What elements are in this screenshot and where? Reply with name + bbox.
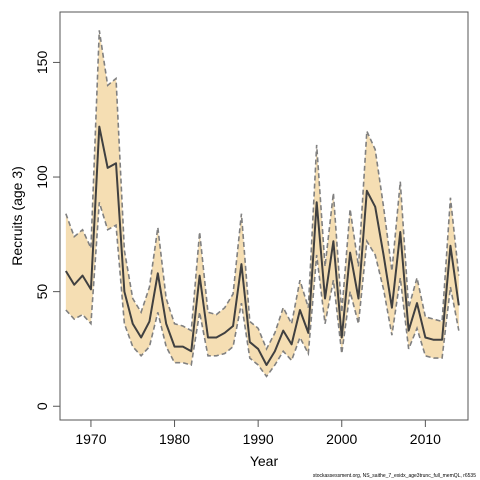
plot-frame bbox=[59, 11, 469, 421]
x-axis: 1970 1980 1990 2000 2010 bbox=[75, 420, 441, 447]
y-axis-title: Recruits (age 3) bbox=[9, 166, 25, 266]
x-tick-label: 1990 bbox=[243, 431, 274, 447]
y-tick-label: 150 bbox=[34, 51, 50, 75]
y-axis: 0 50 100 150 bbox=[34, 51, 60, 410]
y-tick-label: 100 bbox=[34, 165, 50, 189]
x-axis-title: Year bbox=[250, 453, 279, 469]
credit-text: stockassessment.org, NS_saithe_7_exidx_a… bbox=[313, 473, 476, 479]
x-tick-label: 2010 bbox=[410, 431, 441, 447]
upper-bound-line bbox=[65, 30, 460, 351]
lower-bound-line bbox=[65, 202, 460, 378]
x-tick-label: 1970 bbox=[75, 431, 106, 447]
x-tick-label: 1980 bbox=[159, 431, 190, 447]
estimate-line bbox=[64, 125, 460, 366]
confidence-band bbox=[65, 30, 459, 377]
y-tick-label: 50 bbox=[34, 284, 50, 300]
x-tick-label: 2000 bbox=[326, 431, 357, 447]
y-tick-label: 0 bbox=[34, 402, 50, 410]
